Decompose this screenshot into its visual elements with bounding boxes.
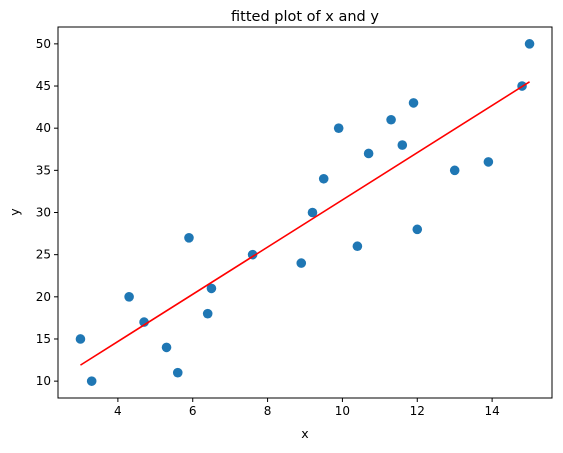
scatter-point-16 bbox=[363, 148, 374, 159]
scatter-point-15 bbox=[352, 241, 363, 252]
x-axis-ticks: 4 6 8 10 12 14 bbox=[114, 398, 500, 418]
scatter-point-11 bbox=[296, 258, 307, 268]
y-tick-label-15: 15 bbox=[36, 332, 51, 346]
scatter-point-18 bbox=[397, 140, 408, 150]
y-tick-label-30: 30 bbox=[36, 206, 51, 220]
scatter-point-24 bbox=[524, 39, 535, 49]
y-tick-label-45: 45 bbox=[36, 79, 51, 93]
scatter-point-1 bbox=[75, 334, 86, 344]
scatter-point-10 bbox=[247, 249, 258, 260]
scatter-point-21 bbox=[449, 165, 460, 176]
scatter-point-14 bbox=[333, 123, 344, 133]
scatter-point-2 bbox=[86, 376, 97, 386]
scatter-point-13 bbox=[318, 173, 329, 184]
scatter-point-5 bbox=[161, 342, 172, 353]
x-tick-label-12: 12 bbox=[410, 404, 425, 418]
y-tick-label-20: 20 bbox=[36, 290, 51, 304]
y-tick-label-25: 25 bbox=[36, 248, 51, 262]
y-tick-label-40: 40 bbox=[36, 121, 51, 135]
y-tick-label-10: 10 bbox=[36, 374, 51, 388]
x-tick-label-10: 10 bbox=[335, 404, 350, 418]
scatter-point-8 bbox=[202, 308, 213, 319]
scatter-point-6 bbox=[172, 367, 183, 378]
fitted-line bbox=[80, 81, 530, 366]
plot-area bbox=[75, 39, 535, 386]
scatter-point-3 bbox=[124, 292, 134, 302]
scatter-point-9 bbox=[206, 283, 217, 294]
x-axis-label: x bbox=[301, 426, 308, 441]
scatter-point-12 bbox=[307, 207, 318, 218]
scatter-point-22 bbox=[483, 157, 494, 167]
x-tick-label-4: 4 bbox=[114, 404, 122, 418]
x-tick-label-8: 8 bbox=[264, 404, 272, 418]
chart-title: fitted plot of x and y bbox=[231, 9, 379, 25]
y-axis-label: y bbox=[7, 208, 22, 216]
scatter-point-17 bbox=[386, 114, 396, 125]
y-axis-ticks: 10 15 20 25 30 35 40 45 50 bbox=[36, 37, 58, 388]
scatter-point-20 bbox=[412, 224, 423, 235]
x-tick-label-14: 14 bbox=[484, 404, 499, 418]
x-tick-label-6: 6 bbox=[189, 404, 197, 418]
scatter-point-7 bbox=[184, 233, 194, 243]
scatter-point-4 bbox=[139, 317, 149, 327]
y-tick-label-50: 50 bbox=[36, 37, 51, 51]
y-tick-label-35: 35 bbox=[36, 163, 51, 177]
scatter-point-19 bbox=[408, 98, 419, 108]
